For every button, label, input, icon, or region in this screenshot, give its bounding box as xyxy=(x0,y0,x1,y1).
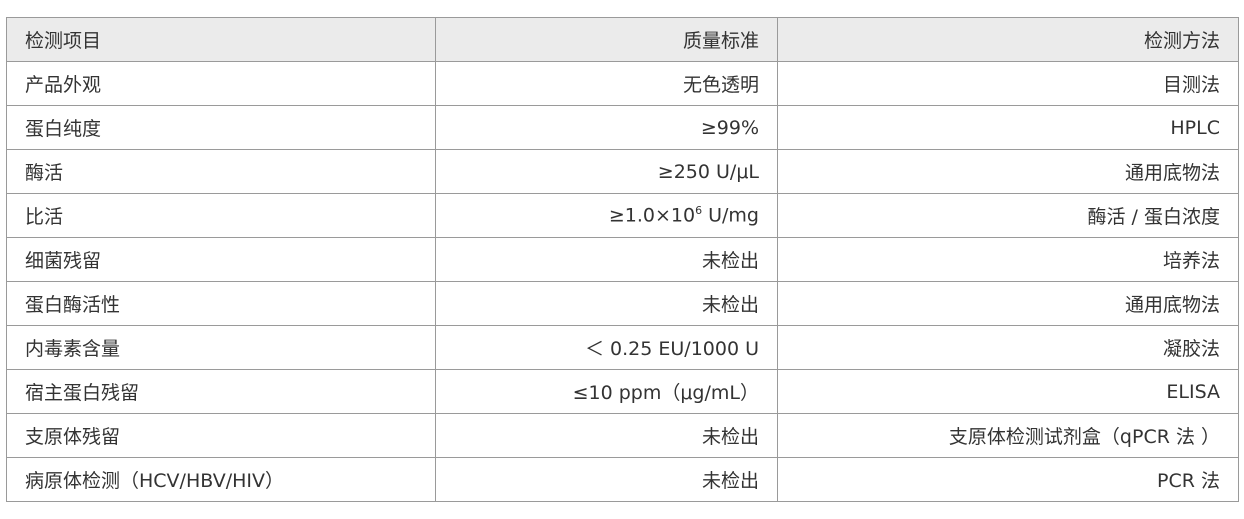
cell-item: 蛋白纯度 xyxy=(6,105,436,150)
header-method: 检测方法 xyxy=(777,17,1239,62)
table-row: 病原体检测（HCV/HBV/HIV） 未检出 PCR 法 xyxy=(6,457,1239,502)
cell-standard: ＜ 0.25 EU/1000 U xyxy=(435,325,778,370)
cell-method: 目测法 xyxy=(777,61,1239,106)
cell-item: 支原体残留 xyxy=(6,413,436,458)
cell-method: HPLC xyxy=(777,105,1239,150)
cell-item: 比活 xyxy=(6,193,436,238)
cell-standard: 未检出 xyxy=(435,413,778,458)
cell-standard: ≥250 U/μL xyxy=(435,149,778,194)
cell-item: 内毒素含量 xyxy=(6,325,436,370)
cell-standard: ≥1.0×106 U/mg xyxy=(435,193,778,238)
header-standard: 质量标准 xyxy=(435,17,778,62)
table-row: 产品外观 无色透明 目测法 xyxy=(6,61,1239,106)
table-header-row: 检测项目 质量标准 检测方法 xyxy=(6,17,1239,62)
standard-unit: U/mg xyxy=(702,204,759,227)
table-row: 内毒素含量＜ 0.25 EU/1000 U 凝胶法 xyxy=(6,325,1239,370)
cell-standard: ≥99% xyxy=(435,105,778,150)
cell-item: 产品外观 xyxy=(6,61,436,106)
cell-standard: 未检出 xyxy=(435,237,778,282)
cell-standard: 无色透明 xyxy=(435,61,778,106)
cell-method: 酶活 / 蛋白浓度 xyxy=(777,193,1239,238)
cell-item: 蛋白酶活性 xyxy=(6,281,436,326)
standard-exponent: 6 xyxy=(695,204,703,218)
cell-method: 通用底物法 xyxy=(777,149,1239,194)
cell-standard: ≤10 ppm（μg/mL） xyxy=(435,369,778,414)
cell-method: 通用底物法 xyxy=(777,281,1239,326)
table-row: 支原体残留 未检出 支原体检测试剂盒（qPCR 法 ） xyxy=(6,413,1239,458)
cell-standard: 未检出 xyxy=(435,281,778,326)
cell-method: ELISA xyxy=(777,369,1239,414)
header-item: 检测项目 xyxy=(6,17,436,62)
cell-item: 宿主蛋白残留 xyxy=(6,369,436,414)
table-row: 蛋白纯度 ≥99% HPLC xyxy=(6,105,1239,150)
quality-spec-table: 检测项目 质量标准 检测方法 产品外观 无色透明 目测法 蛋白纯度 ≥99% HPLC 酶活… xyxy=(6,17,1239,502)
cell-method: 支原体检测试剂盒（qPCR 法 ） xyxy=(777,413,1239,458)
table-row: 比活 ≥1.0×106 U/mg 酶活 / 蛋白浓度 xyxy=(6,193,1239,238)
cell-method: PCR 法 xyxy=(777,457,1239,502)
table-row: 酶活 ≥250 U/μL 通用底物法 xyxy=(6,149,1239,194)
cell-item: 酶活 xyxy=(6,149,436,194)
cell-method: 培养法 xyxy=(777,237,1239,282)
cell-item: 病原体检测（HCV/HBV/HIV） xyxy=(6,457,436,502)
cell-item: 细菌残留 xyxy=(6,237,436,282)
standard-base: ≥1.0×10 xyxy=(608,204,696,227)
table-row: 细菌残留 未检出 培养法 xyxy=(6,237,1239,282)
cell-method: 凝胶法 xyxy=(777,325,1239,370)
table-row: 宿主蛋白残留 ≤10 ppm（μg/mL） ELISA xyxy=(6,369,1239,414)
cell-standard: 未检出 xyxy=(435,457,778,502)
table-row: 蛋白酶活性 未检出 通用底物法 xyxy=(6,281,1239,326)
